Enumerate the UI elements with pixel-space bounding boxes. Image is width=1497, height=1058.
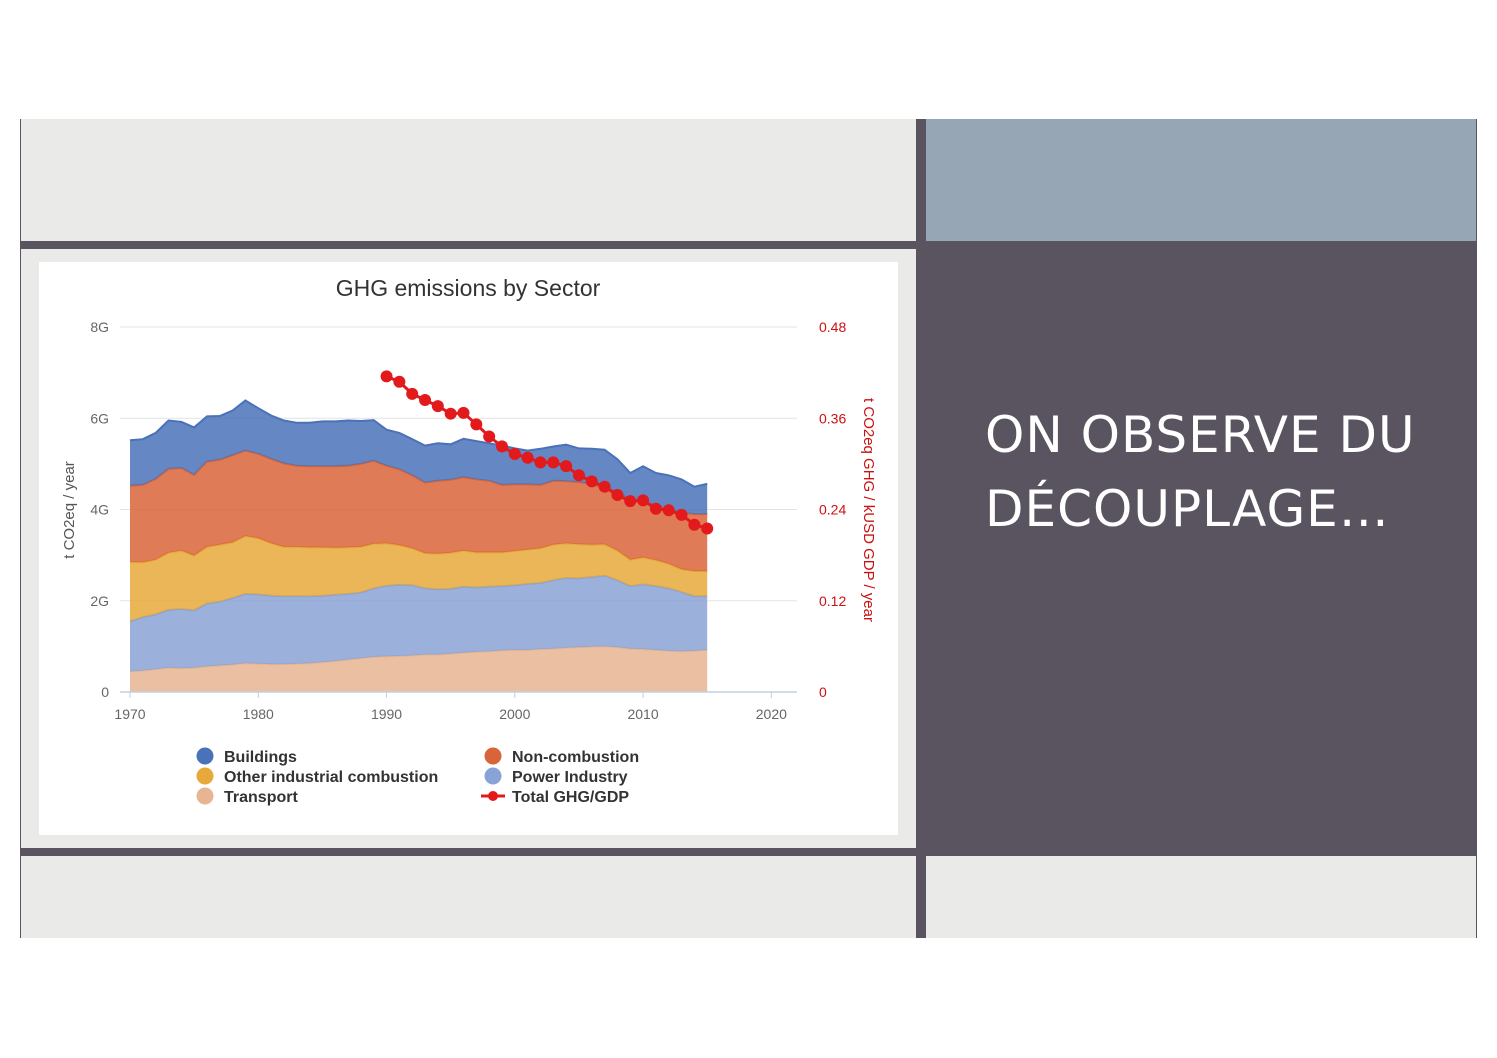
legend-label: Non-combustion <box>512 749 639 766</box>
intensity-point <box>675 508 688 521</box>
intensity-point <box>495 440 508 453</box>
intensity-point <box>611 489 624 502</box>
top-right-panel <box>926 119 1476 241</box>
y2-tick-label: 0.48 <box>819 319 846 335</box>
y-tick-label: 0 <box>101 684 109 700</box>
intensity-point <box>649 502 662 515</box>
y2-tick-label: 0.12 <box>819 593 846 609</box>
legend-label: Buildings <box>224 749 297 766</box>
area-buildings <box>130 400 708 515</box>
intensity-point <box>406 387 419 400</box>
slide-title: ON OBSERVE DU DÉCOUPLAGE… <box>985 406 1416 538</box>
y-tick-label: 2G <box>90 593 109 609</box>
intensity-point <box>547 456 560 469</box>
y2-tick-label: 0 <box>819 684 827 700</box>
legend-label: Transport <box>224 789 298 806</box>
x-tick-label: 1970 <box>114 706 145 722</box>
intensity-point <box>521 451 534 464</box>
x-tick-label: 2000 <box>499 706 530 722</box>
top-left-panel <box>21 119 916 241</box>
area-edge-buildings <box>129 399 708 488</box>
y2-tick-label: 0.24 <box>819 502 846 518</box>
legend-marker <box>484 747 502 765</box>
area-power-industry <box>130 575 708 672</box>
intensity-point <box>457 406 470 419</box>
legend-marker <box>484 767 502 785</box>
intensity-point <box>393 375 406 388</box>
intensity-point <box>483 430 496 443</box>
legend-label: Other industrial combustion <box>224 769 438 786</box>
chart-card: GHG emissions by Sector 0 2G 4G 6G 8G 0 0.12 0.… <box>39 262 898 835</box>
intensity-point <box>624 495 637 508</box>
x-tick-label: 1990 <box>371 706 402 722</box>
y-axis-label: t CO2eq / year <box>61 461 78 559</box>
intensity-point <box>598 480 611 493</box>
legend-marker <box>196 747 214 765</box>
intensity-point <box>572 469 585 482</box>
ghg-emissions-chart: GHG emissions by Sector 0 2G 4G 6G 8G 0 0.12 0.… <box>61 275 877 806</box>
intensity-point <box>419 394 432 406</box>
x-tick-label: 1980 <box>243 706 274 722</box>
y-tick-label: 4G <box>90 502 109 518</box>
intensity-point <box>662 504 675 517</box>
intensity-series <box>380 370 714 535</box>
x-tick-label: 2020 <box>756 706 787 722</box>
y2-tick-label: 0.36 <box>819 410 846 426</box>
bottom-left-panel <box>21 856 916 938</box>
legend: Buildings Non-combustion Other industrial … <box>196 747 639 806</box>
legend-marker <box>488 791 498 801</box>
intensity-point <box>431 400 444 413</box>
chart-title: GHG emissions by Sector <box>336 275 601 301</box>
x-tick-label: 2010 <box>627 706 658 722</box>
intensity-point <box>444 407 457 420</box>
y2-axis-label: t CO2eq GHG / kUSD GDP / year <box>860 398 877 622</box>
intensity-point <box>534 456 547 469</box>
legend-marker <box>196 787 214 805</box>
bottom-right-panel <box>926 856 1476 938</box>
axes: 0 2G 4G 6G 8G 0 0.12 0.24 0.36 0.48 1970 1980 1990 20… <box>90 319 846 722</box>
intensity-point <box>380 370 393 383</box>
intensity-point <box>637 494 650 507</box>
area-other-industrial-combustion <box>130 536 708 622</box>
intensity-point <box>688 518 701 531</box>
legend-marker <box>196 767 214 785</box>
legend-label: Power Industry <box>512 769 628 786</box>
legend-label: Total GHG/GDP <box>512 789 629 806</box>
area-non-combustion <box>130 450 708 572</box>
area-transport <box>130 646 708 692</box>
intensity-point <box>701 522 714 535</box>
y-tick-label: 6G <box>90 410 109 426</box>
y-tick-label: 8G <box>90 319 109 335</box>
area-series <box>129 399 708 692</box>
intensity-point <box>585 475 598 488</box>
intensity-point <box>508 447 521 460</box>
intensity-point <box>560 460 573 473</box>
intensity-point <box>470 418 483 431</box>
